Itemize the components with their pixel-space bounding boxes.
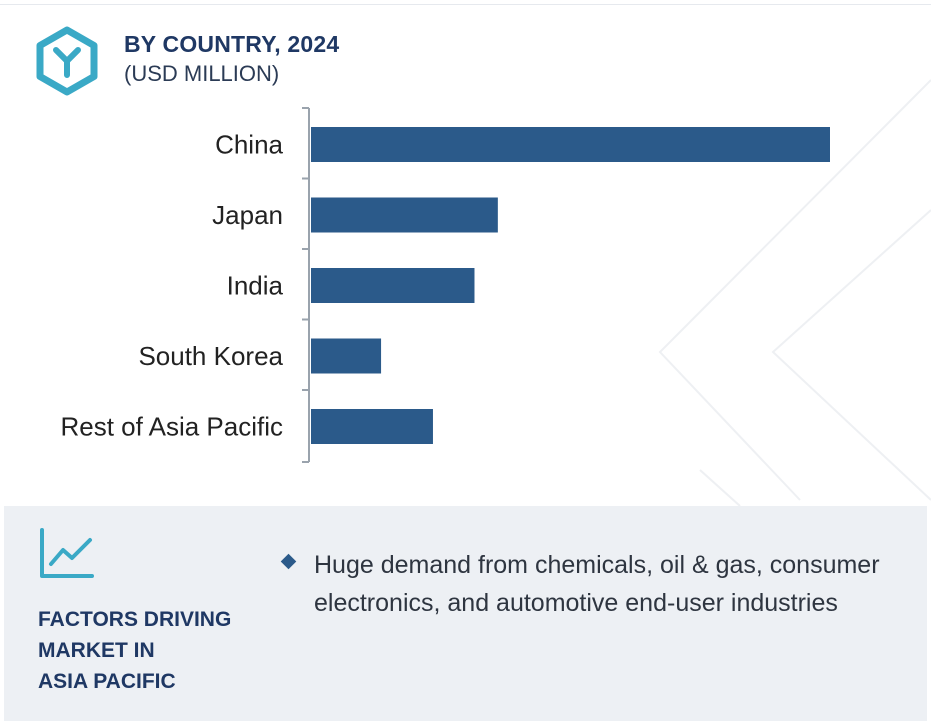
category-label: Japan — [212, 200, 283, 230]
factors-title-line: MARKET IN — [38, 639, 155, 662]
factors-title-line: FACTORS DRIVING — [38, 608, 232, 631]
top-divider — [0, 4, 931, 5]
factors-title: FACTORS DRIVING MARKET IN ASIA PACIFIC — [38, 604, 268, 697]
factors-title-line: ASIA PACIFIC — [38, 670, 176, 693]
bar-india — [311, 268, 475, 303]
bar-japan — [311, 197, 498, 233]
bar-south-korea — [311, 338, 382, 374]
factor-bullet-text: Huge demand from chemicals, oil & gas, c… — [314, 551, 880, 617]
trend-line-chart-icon — [40, 528, 94, 578]
chart-subtitle: (USD MILLION) — [124, 61, 280, 86]
bar-china — [311, 127, 830, 162]
diamond-bullet-icon — [280, 553, 297, 570]
hexagon-y-logo-icon — [36, 26, 98, 96]
factors-panel: FACTORS DRIVING MARKET IN ASIA PACIFIC H… — [4, 506, 927, 721]
category-label: China — [215, 130, 283, 160]
category-label: Rest of Asia Pacific — [60, 412, 283, 442]
country-bar-chart: China Japan India South Korea Rest of Asia P… — [60, 107, 830, 463]
chart-title: BY COUNTRY, 2024 — [124, 31, 340, 57]
bar-rest-of-asia-pacific — [311, 409, 433, 444]
category-label: India — [227, 271, 284, 301]
category-label: South Korea — [138, 341, 283, 371]
